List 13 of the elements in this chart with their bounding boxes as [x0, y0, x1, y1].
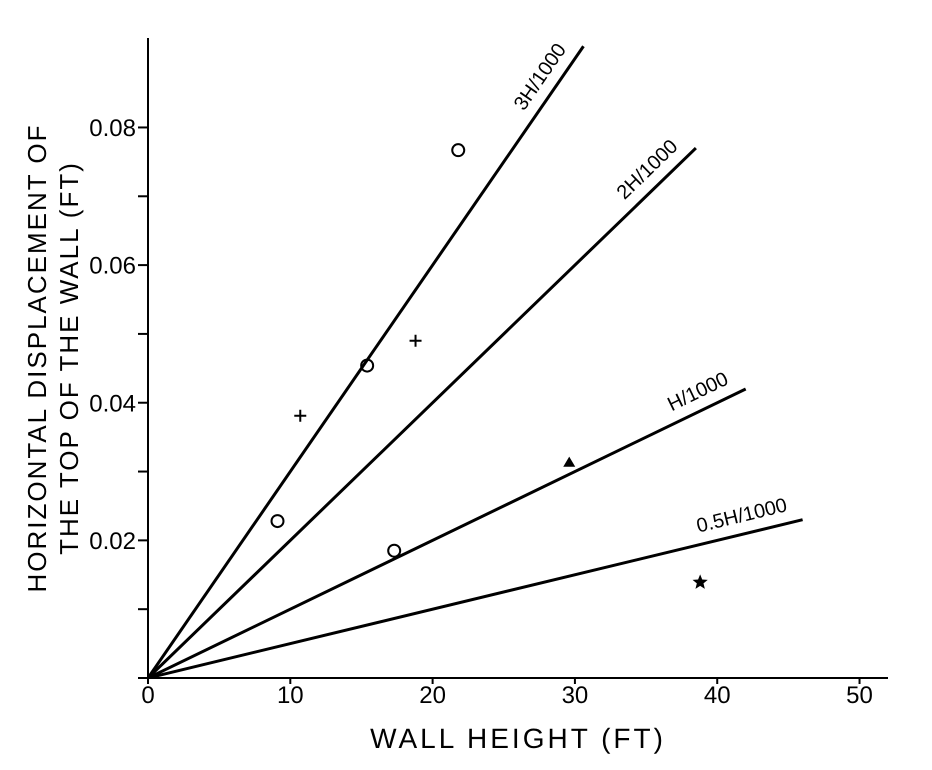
x-tick-label: 0: [141, 682, 155, 710]
x-tick-label: 50: [846, 682, 873, 710]
y-tick-label: 0.08: [89, 114, 136, 142]
y-tick-label: 0.06: [89, 252, 136, 280]
y-tick-label: 0.04: [89, 390, 136, 418]
x-tick-label: 40: [704, 682, 731, 710]
y-axis-title: HORIZONTAL DISPLACEMENT OF THE TOP OF THE WALL (FT): [22, 123, 84, 593]
x-tick-label: 20: [419, 682, 446, 710]
x-tick-label: 10: [276, 682, 304, 710]
x-tick-label: 30: [562, 682, 588, 710]
text: 0.5H/1000: [694, 494, 790, 538]
x-axis-title: WALL HEIGHT (FT): [370, 723, 666, 754]
y-tick-label: 0.02: [89, 528, 136, 555]
